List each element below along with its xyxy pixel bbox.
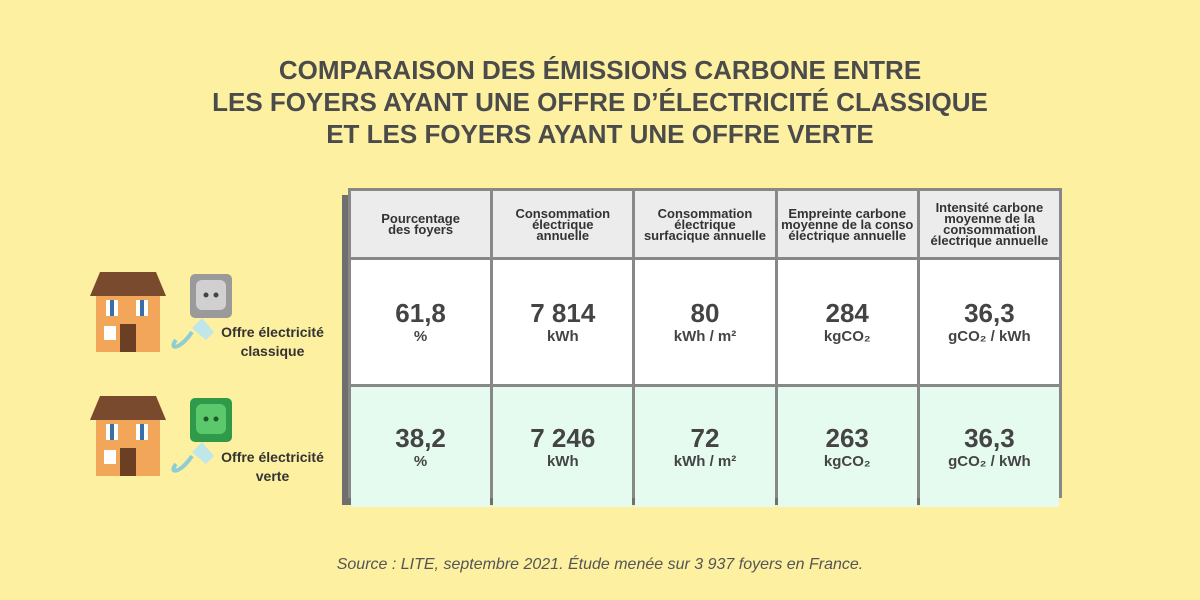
socket-icon: [171, 398, 232, 473]
row-label: Offre électricité verte: [200, 448, 345, 486]
header-line: électrique annuelle: [788, 227, 907, 243]
header-cell: Consommation électrique annuelle: [493, 191, 633, 257]
cell-value: 72: [690, 423, 720, 453]
data-cell: 284 kgCO₂: [777, 260, 917, 384]
cell-unit: kWh / m²: [673, 453, 737, 470]
header-line: électrique: [532, 216, 594, 232]
header-line: Consommation: [657, 205, 753, 221]
data-cell: 38,2%: [351, 387, 491, 507]
cell-value: 7 814: [530, 298, 596, 328]
house-icon: [90, 272, 166, 352]
comparison-table: Pourcentage des foyers Consommation électri…: [348, 188, 1062, 507]
header-line: électrique: [674, 216, 736, 232]
data-cell: 36,3 gCO₂ / kWh: [919, 387, 1059, 507]
title-line: COMPARAISON DES ÉMISSIONS CARBONE ENTRE: [278, 55, 922, 85]
cell-value: 36,3: [964, 298, 1015, 328]
socket-icon: [171, 274, 232, 349]
title: COMPARAISON DES ÉMISSIONS CARBONE ENTRE L…: [0, 54, 1200, 150]
header-cell: Intensité carbone moyenne de la consommati…: [919, 191, 1059, 257]
source-note: Source : LITE, septembre 2021. Étude men…: [336, 556, 864, 573]
row-label-line: classique: [240, 343, 305, 359]
title-line: LES FOYERS AYANT UNE OFFRE D’ÉLECTRICITÉ…: [212, 87, 988, 117]
header-line: Empreinte carbone: [788, 205, 907, 221]
header-line: consommation: [943, 222, 1036, 237]
cell-unit: %: [413, 328, 428, 345]
row-label: Offre électricité classique: [200, 323, 345, 361]
data-cell: 7 814 kWh: [493, 260, 633, 384]
header-line: électrique annuelle: [930, 233, 1049, 248]
data-cell: 72 kWh / m²: [635, 387, 775, 507]
data-cell: 80 kWh / m²: [635, 260, 775, 384]
header-line: des foyers: [388, 222, 454, 237]
header-line: surfacique annuelle: [643, 227, 767, 243]
data-cell: 7 246 kWh: [493, 387, 633, 507]
title-line: ET LES FOYERS AYANT UNE OFFRE VERTE: [326, 119, 874, 149]
cell-unit: kWh / m²: [673, 328, 737, 345]
cell-value: 263: [825, 423, 869, 453]
cell-unit: %: [413, 453, 428, 470]
header-cell: Empreinte carbone moyenne de la conso élec…: [777, 191, 917, 257]
cell-value: 7 246: [530, 423, 596, 453]
data-cell: 36,3 gCO₂ / kWh: [919, 260, 1059, 384]
cell-value: 284: [825, 298, 869, 328]
header-line: moyenne de la conso: [781, 216, 914, 232]
header-cell: Pourcentage des foyers: [351, 191, 491, 257]
header-line: Consommation: [515, 205, 611, 221]
header-line: moyenne de la: [944, 211, 1035, 226]
cell-unit: kgCO₂: [823, 453, 871, 470]
cell-unit: gCO₂ / kWh: [948, 328, 1031, 345]
header-line: Intensité carbone: [935, 200, 1044, 215]
cell-value: 80: [690, 298, 720, 328]
house-icon: [90, 396, 166, 476]
row-label-line: verte: [255, 468, 290, 484]
header-cell: Consommation électrique surfacique annuell…: [635, 191, 775, 257]
cell-unit: kWh: [546, 328, 579, 345]
header-line: Pourcentage: [381, 211, 460, 226]
cell-value: 61,8: [395, 298, 446, 328]
cell-unit: kWh: [546, 453, 579, 470]
header-line: annuelle: [536, 227, 590, 243]
cell-unit: gCO₂ / kWh: [948, 453, 1031, 470]
row-label-line: Offre électricité: [221, 449, 324, 465]
data-cell: 61,8%: [351, 260, 491, 384]
icons: [90, 272, 232, 476]
cell-value: 38,2: [395, 423, 446, 453]
cell-unit: kgCO₂: [823, 328, 871, 345]
data-cell: 263 kgCO₂: [777, 387, 917, 507]
row-label-line: Offre électricité: [221, 324, 324, 340]
cell-value: 36,3: [964, 423, 1015, 453]
